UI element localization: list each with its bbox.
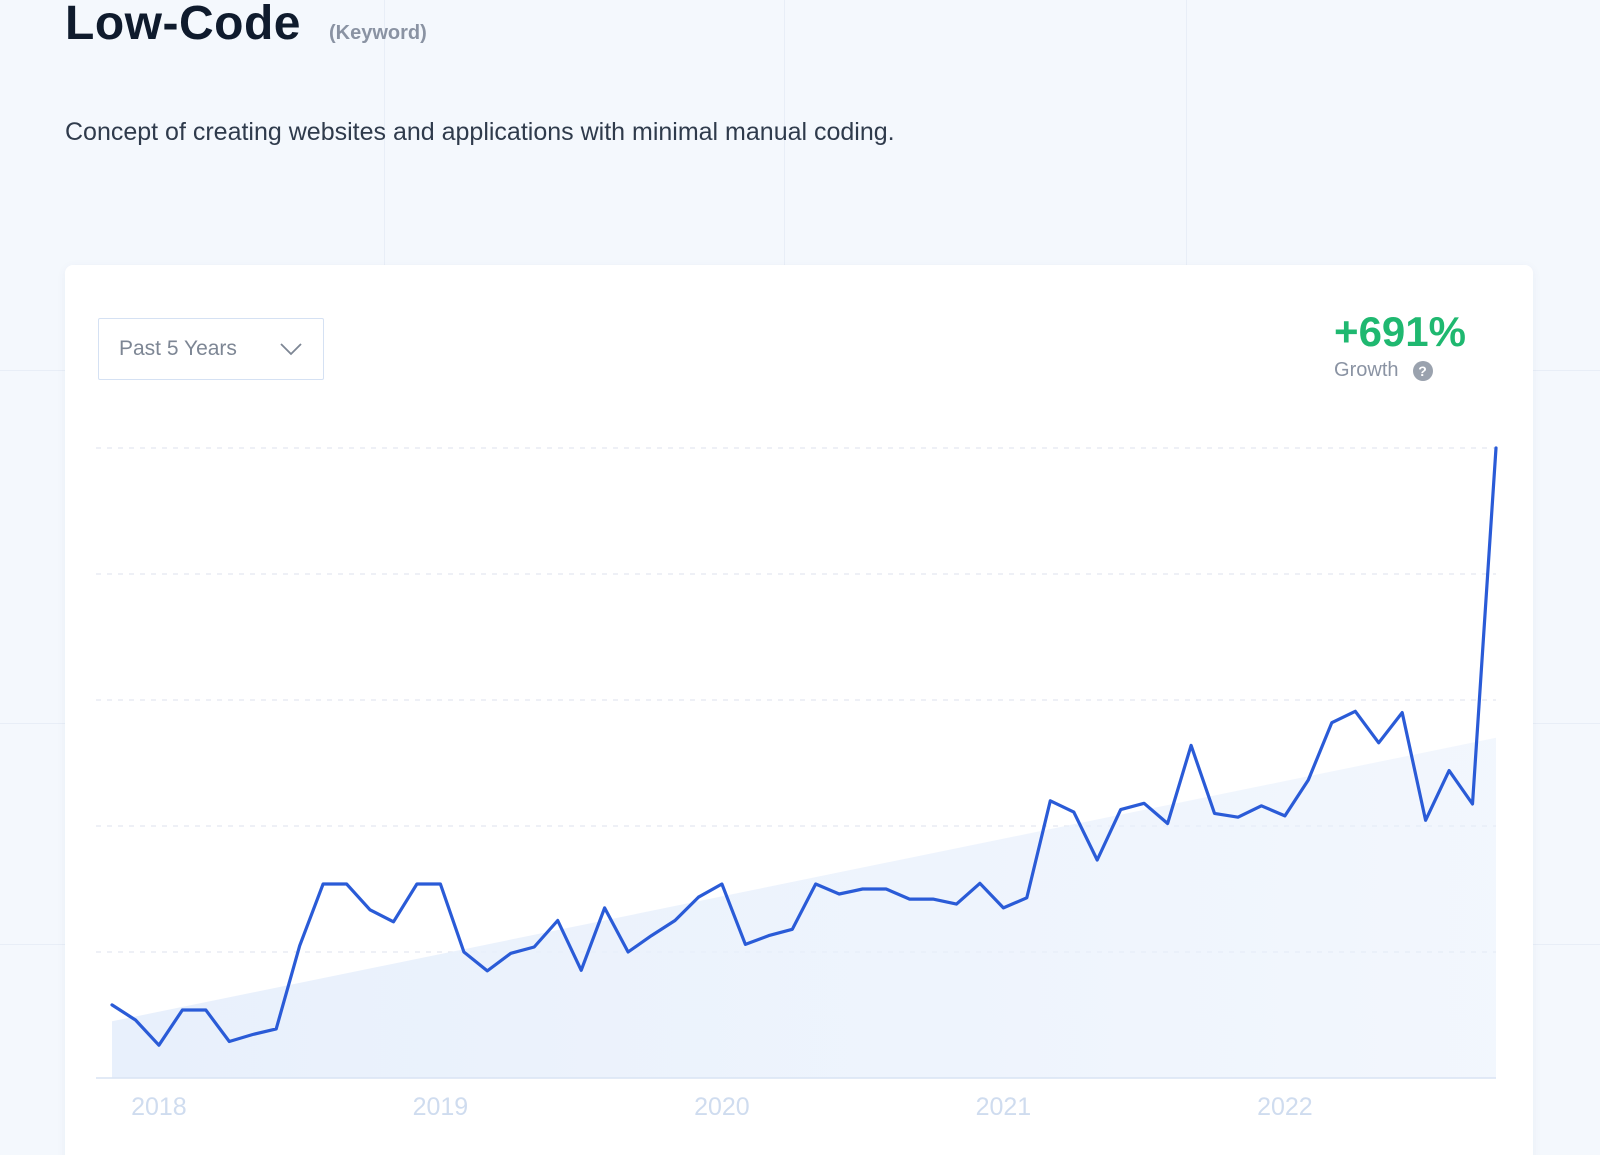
trend-chart: 2018 2019 2020 2021 2022 [96,446,1498,1121]
x-tick-label: 2018 [131,1093,187,1121]
time-range-select[interactable]: Past 5 Years [98,318,324,380]
title-row: Low-Code (Keyword) [65,0,427,50]
time-range-value: Past 5 Years [119,337,237,360]
question-circle-icon[interactable]: ? [1412,360,1433,381]
x-tick-label: 2019 [413,1093,469,1121]
x-tick-label: 2021 [976,1093,1032,1121]
x-tick-label: 2022 [1257,1093,1313,1121]
growth-label-row: Growth ? [1334,359,1466,382]
growth-stat: +691% Growth ? [1334,307,1466,382]
chevron-down-icon [280,343,302,356]
page-title: Low-Code [65,0,301,50]
growth-label: Growth [1334,359,1399,381]
trend-card: 2018 2019 2020 2021 2022 Past 5 Years +691% … [65,265,1533,1155]
page-description: Concept of creating websites and applica… [65,118,895,146]
growth-value: +691% [1334,308,1466,355]
keyword-badge: (Keyword) [328,22,427,44]
series-line [110,446,1498,1047]
x-tick-label: 2020 [694,1093,750,1121]
